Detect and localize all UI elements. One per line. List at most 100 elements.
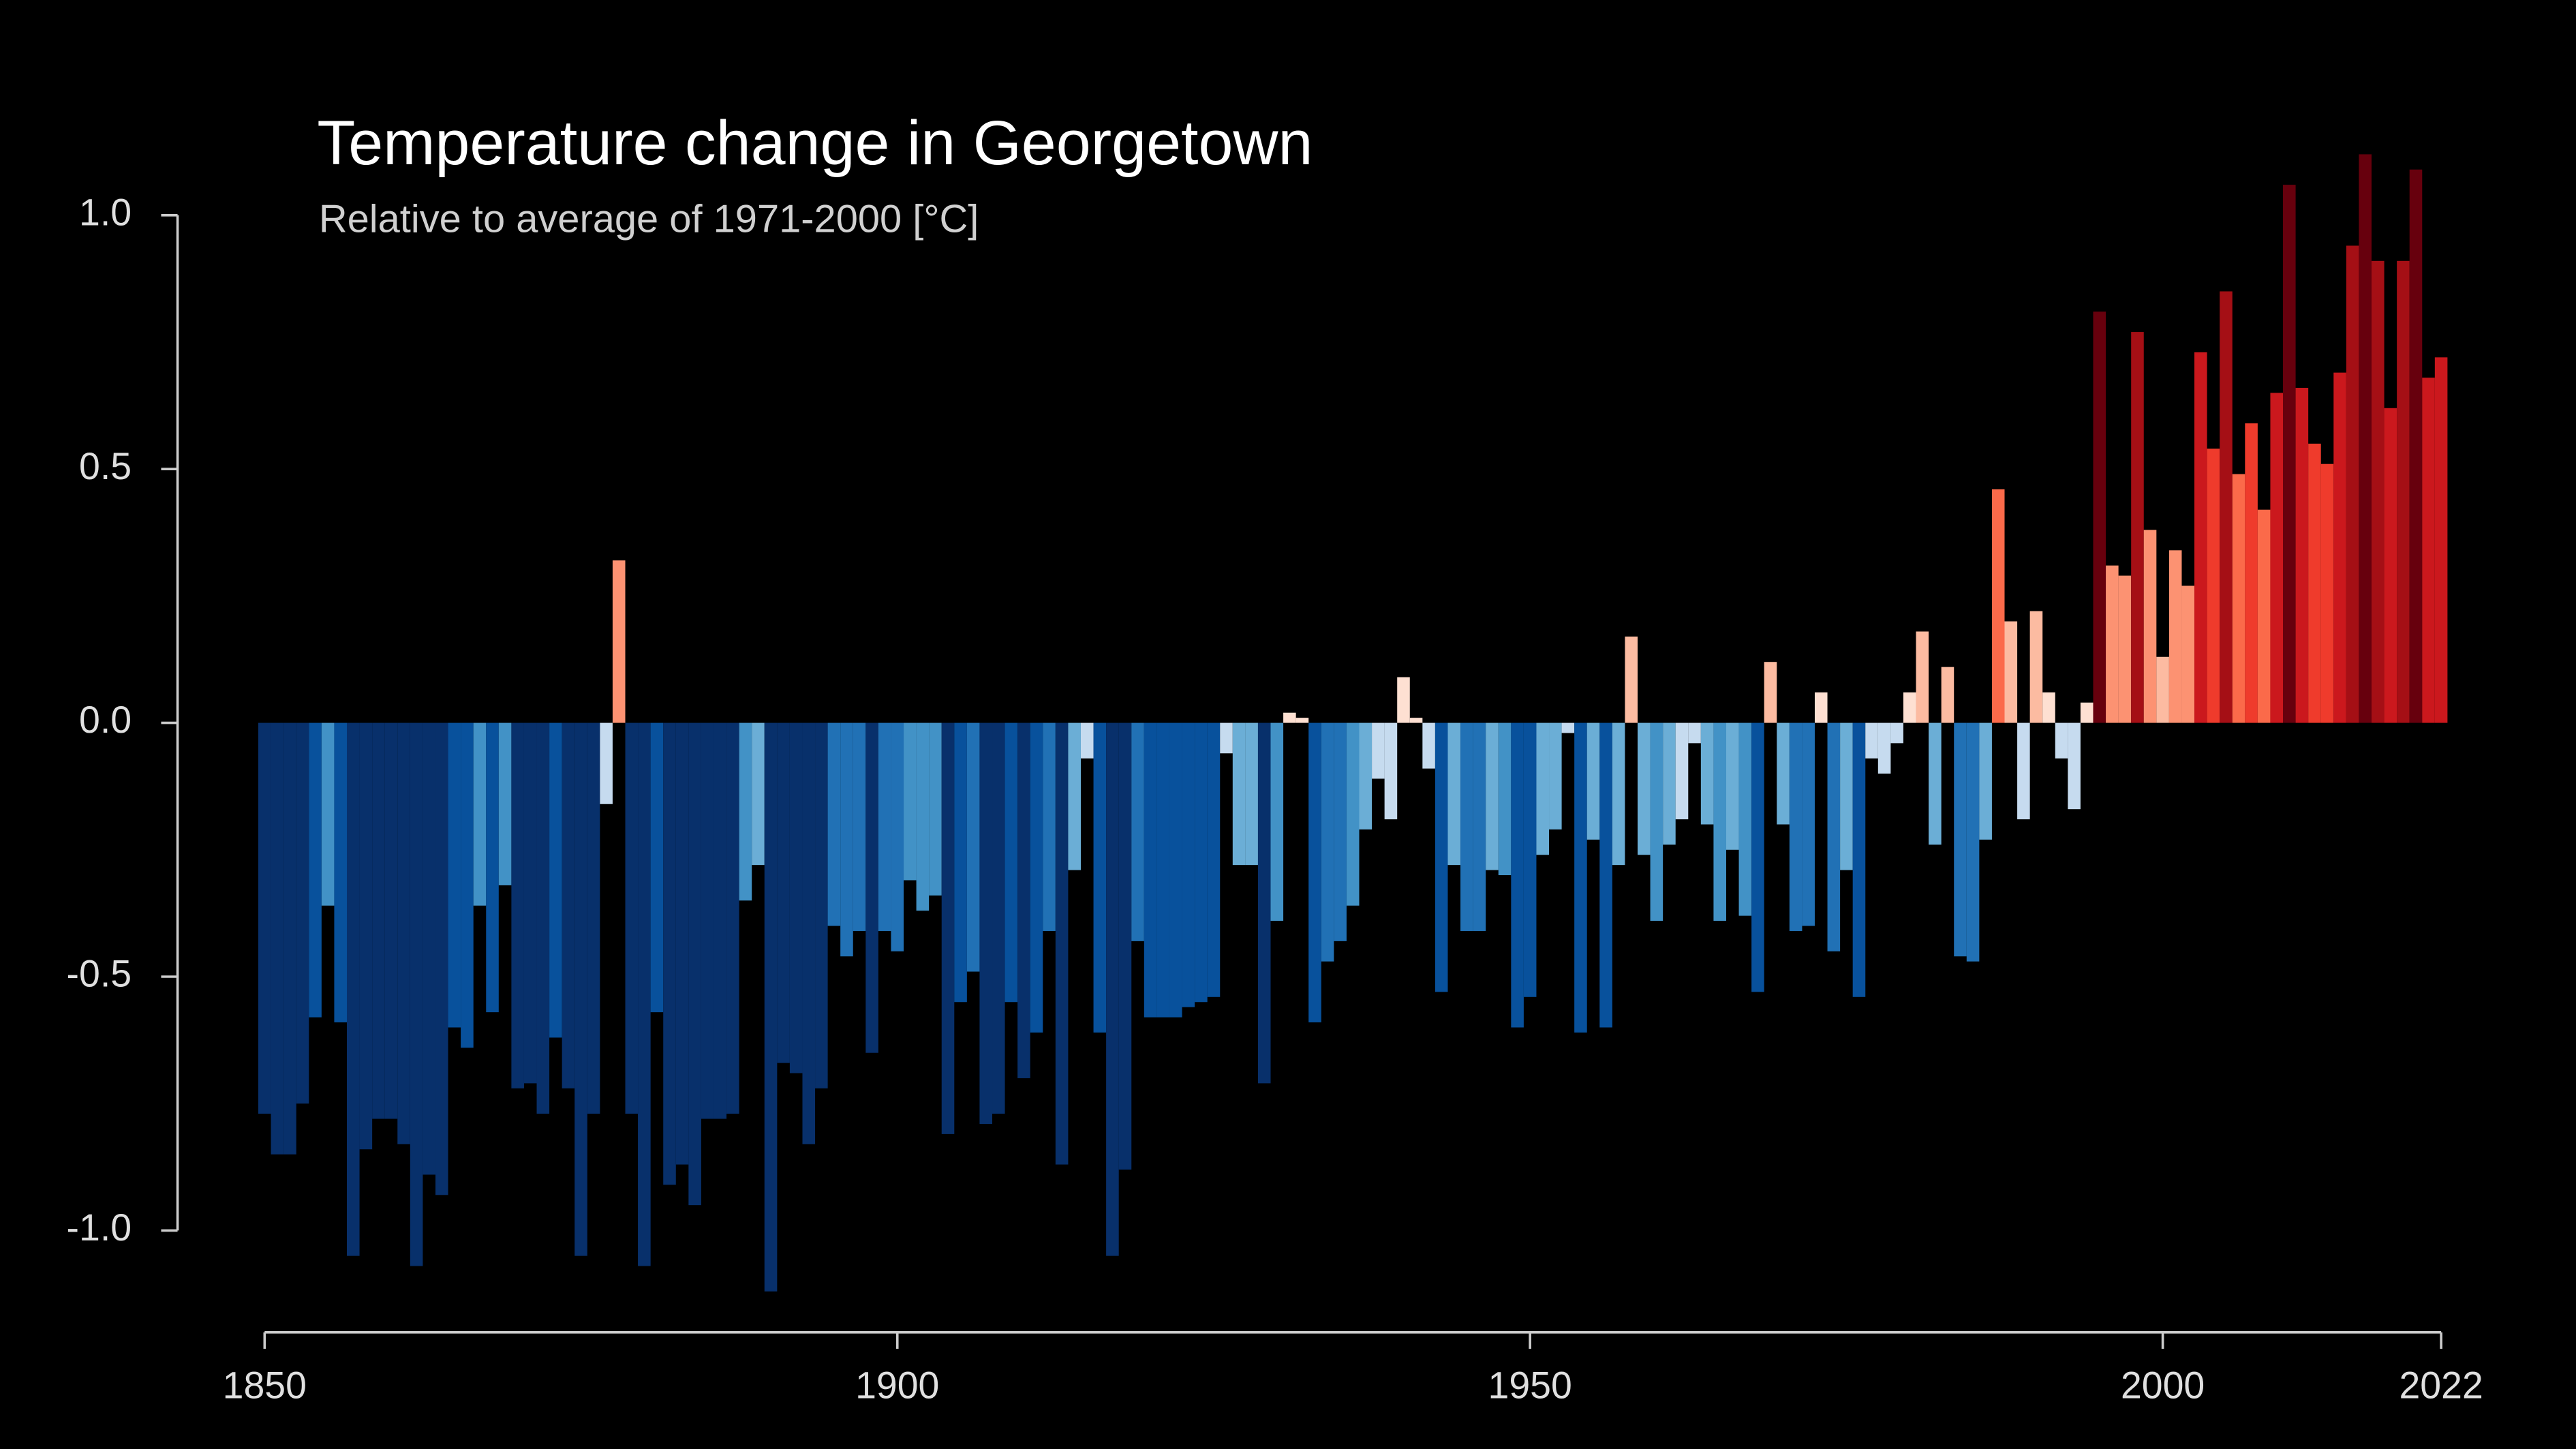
- bar: [2245, 423, 2258, 723]
- bar: [1055, 722, 1069, 1165]
- bar: [1384, 722, 1398, 820]
- bar: [2308, 443, 2321, 723]
- bar: [1840, 722, 1853, 870]
- bar: [992, 722, 1005, 1114]
- bar: [701, 722, 714, 1119]
- bar: [815, 722, 828, 1088]
- bar: [2359, 154, 2372, 723]
- bar: [1726, 722, 1739, 850]
- bar: [675, 722, 689, 1165]
- bar: [1460, 722, 1473, 931]
- bar: [1447, 722, 1461, 866]
- bar: [258, 722, 271, 1114]
- bar: [473, 722, 487, 906]
- bar: [2220, 291, 2233, 723]
- bar: [1979, 722, 1992, 840]
- bar: [1144, 722, 1157, 1018]
- bar: [2346, 245, 2359, 723]
- bar: [1802, 722, 1815, 926]
- x-tick-label: 1850: [223, 1364, 307, 1406]
- bar: [1270, 722, 1284, 921]
- bar: [1890, 722, 1903, 744]
- bar: [1865, 722, 1878, 759]
- bar: [486, 722, 499, 1013]
- bar: [1751, 722, 1764, 992]
- bar: [1093, 722, 1107, 1033]
- bar: [1688, 722, 1701, 744]
- bar: [1131, 722, 1144, 941]
- bar: [1549, 722, 1562, 830]
- bar: [1511, 722, 1524, 1028]
- bar: [625, 722, 639, 1114]
- bar: [802, 722, 816, 1144]
- bar: [2295, 388, 2309, 723]
- bar: [1561, 722, 1575, 733]
- bar: [2168, 550, 2182, 723]
- bar: [1941, 667, 1954, 723]
- bar: [688, 722, 701, 1206]
- bar: [283, 722, 296, 1155]
- bar: [1916, 631, 1929, 723]
- bar: [2270, 393, 2284, 723]
- bar: [954, 722, 967, 1003]
- bar: [1789, 722, 1803, 931]
- bar: [1397, 677, 1410, 723]
- bar: [296, 722, 309, 1104]
- bar: [2118, 575, 2132, 723]
- bar: [865, 722, 878, 1053]
- bar: [2017, 722, 2030, 820]
- y-tick-label: 0.0: [79, 699, 132, 741]
- bar: [2156, 656, 2169, 723]
- bar: [2143, 530, 2157, 723]
- bar: [1738, 722, 1752, 916]
- bar: [574, 722, 587, 1256]
- bar: [1017, 722, 1030, 1078]
- bar: [2434, 357, 2448, 723]
- bar: [2257, 509, 2271, 723]
- bar: [1764, 662, 1777, 723]
- bar: [1005, 722, 1018, 1003]
- bar: [1877, 722, 1891, 774]
- y-tick-label: 0.5: [79, 445, 132, 487]
- bar: [1903, 692, 1916, 723]
- bar: [764, 722, 778, 1292]
- bar: [2004, 621, 2018, 723]
- chart-subtitle: Relative to average of 1971-2000 [°C]: [319, 198, 979, 241]
- bar: [1486, 722, 1499, 870]
- bar: [461, 722, 474, 1048]
- bar: [1991, 489, 2005, 723]
- bar: [549, 722, 562, 1038]
- bar: [309, 722, 322, 1018]
- bar: [2106, 565, 2119, 723]
- bar: [1663, 722, 1676, 845]
- bar: [612, 560, 626, 723]
- bar: [1625, 636, 1638, 723]
- bar: [1473, 722, 1486, 931]
- bar: [1675, 722, 1689, 820]
- bar: [1359, 722, 1373, 830]
- bar: [1650, 722, 1663, 921]
- bar: [2207, 448, 2220, 723]
- bar: [1777, 722, 1790, 825]
- bar: [638, 722, 651, 1266]
- bar: [372, 722, 385, 1119]
- bar: [1156, 722, 1169, 1018]
- bar: [739, 722, 752, 901]
- bar: [2333, 372, 2346, 723]
- bar: [523, 722, 537, 1084]
- bar: [423, 722, 435, 1175]
- bar: [2397, 260, 2410, 723]
- bar: [1523, 722, 1537, 997]
- bar: [1536, 722, 1550, 855]
- bar: [334, 722, 347, 1023]
- bar: [1043, 722, 1056, 931]
- bar: [498, 722, 512, 885]
- bar: [853, 722, 866, 931]
- bar: [1030, 722, 1043, 1033]
- bar: [321, 722, 335, 906]
- bar: [1814, 692, 1828, 723]
- bar: [511, 722, 524, 1088]
- bar: [966, 722, 980, 972]
